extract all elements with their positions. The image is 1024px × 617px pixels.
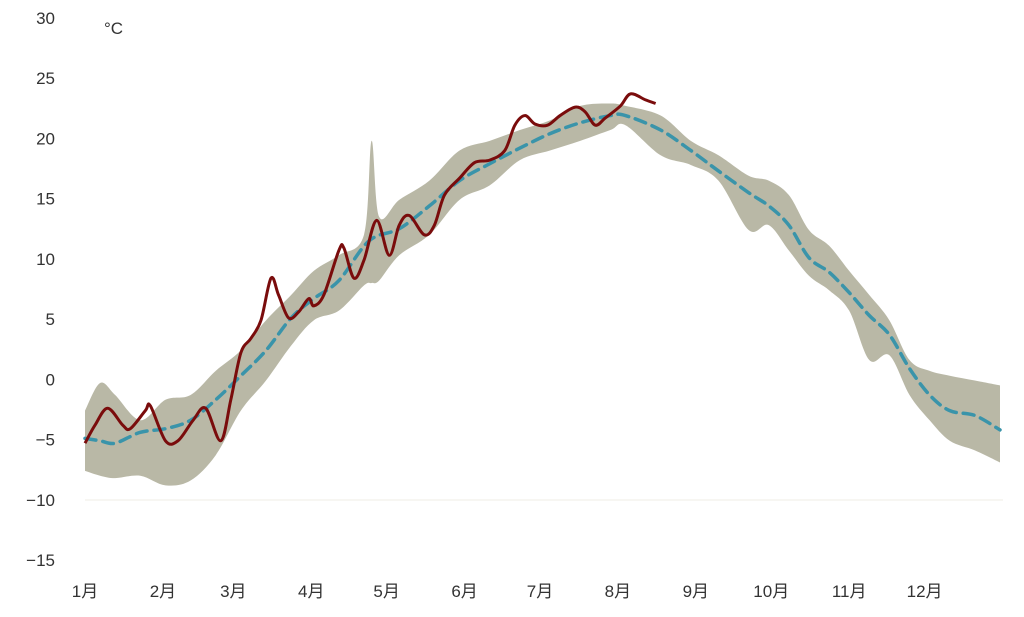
y-tick-label: 15 <box>36 190 55 209</box>
mean-line-layer <box>83 112 1002 446</box>
x-tick-label: 6月 <box>451 582 477 601</box>
range-band <box>85 103 1000 486</box>
x-tick-label: 2月 <box>150 582 176 601</box>
x-tick-label: 11月 <box>832 582 867 601</box>
x-tick-label: 1月 <box>72 582 98 601</box>
y-tick-label: 0 <box>46 370 55 389</box>
x-tick-label: 9月 <box>683 582 709 601</box>
x-tick-label: 5月 <box>373 582 399 601</box>
y-axis: 30 25 20 15 10 5 0 −5 −10 −15 <box>26 9 55 570</box>
range-band-layer <box>85 103 1000 486</box>
y-tick-label: 25 <box>36 69 55 88</box>
x-tick-label: 7月 <box>527 582 553 601</box>
actual-line <box>83 92 657 446</box>
y-tick-label: 20 <box>36 129 55 148</box>
y-tick-label: −5 <box>36 431 55 450</box>
x-tick-label: 12月 <box>907 582 943 601</box>
actual-line-layer <box>83 92 657 446</box>
y-tick-label: −10 <box>26 491 55 510</box>
mean-line <box>83 112 1002 446</box>
x-tick-label: 10月 <box>753 582 789 601</box>
y-tick-label: 5 <box>46 310 55 329</box>
x-tick-label: 8月 <box>605 582 631 601</box>
y-tick-label: −15 <box>26 551 55 570</box>
x-axis: 1月 2月 3月 4月 5月 6月 7月 8月 9月 10月 11月 12月 <box>72 582 943 601</box>
unit-label: °C <box>104 19 123 38</box>
y-tick-label: 30 <box>36 9 55 28</box>
y-tick-label: 10 <box>36 250 55 269</box>
x-tick-label: 4月 <box>298 582 324 601</box>
x-tick-label: 3月 <box>220 582 246 601</box>
